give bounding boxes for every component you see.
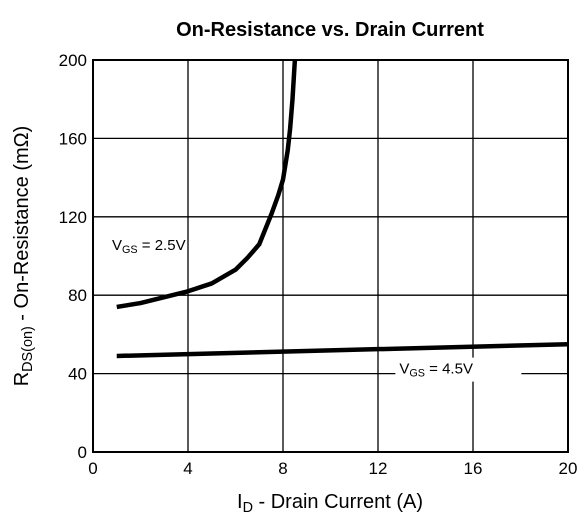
label-part: = 2.5V <box>138 237 186 254</box>
x-tick-label: 16 <box>464 459 483 478</box>
x-tick-label: 0 <box>88 459 97 478</box>
line-series <box>116 59 298 310</box>
y-axis-label: RDS(on) - On-Resistance (mΩ) <box>11 126 36 387</box>
label-part: R <box>11 372 33 386</box>
label-part: V <box>399 361 409 378</box>
label-part: - On-Resistance (mΩ) <box>11 126 33 327</box>
label-background <box>395 357 522 382</box>
label-part: GS <box>122 244 138 256</box>
label-part: DS(on) <box>20 326 36 372</box>
series-label: VGS = 4.5V <box>399 361 473 380</box>
label-part: = 4.5V <box>425 361 473 378</box>
y-tick-label: 120 <box>59 208 87 227</box>
x-tick-label: 20 <box>559 459 578 478</box>
y-tick-label: 40 <box>68 365 87 384</box>
label-part: - Drain Current (A) <box>253 491 423 513</box>
y-tick-label: 80 <box>68 286 87 305</box>
x-tick-label: 8 <box>278 459 287 478</box>
chart-title: On-Resistance vs. Drain Current <box>176 19 484 41</box>
y-tick-label: 160 <box>59 129 87 148</box>
y-tick-label: 0 <box>78 443 87 462</box>
x-axis-label: ID - Drain Current (A) <box>237 491 423 516</box>
label-part: V <box>112 237 122 254</box>
series-label: VGS = 2.5V <box>112 237 186 256</box>
label-part: I <box>237 491 243 513</box>
y-tick-label: 200 <box>59 51 87 70</box>
plot-frame <box>92 59 569 453</box>
label-part: GS <box>409 368 425 380</box>
x-tick-label: 4 <box>183 459 192 478</box>
label-part: D <box>243 500 253 516</box>
line-series <box>116 341 569 359</box>
x-tick-label: 12 <box>369 459 388 478</box>
